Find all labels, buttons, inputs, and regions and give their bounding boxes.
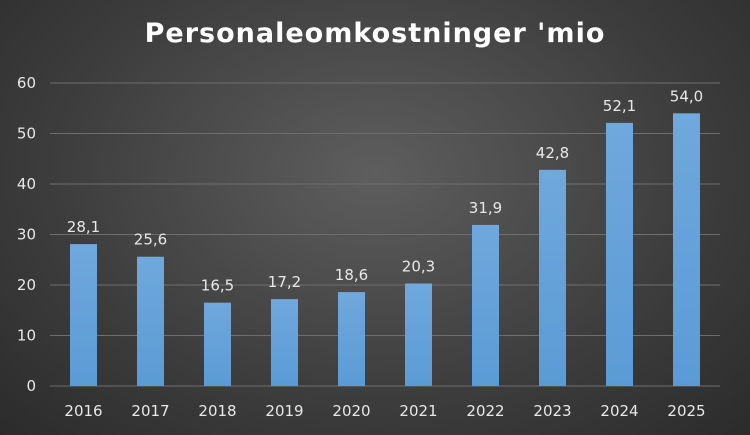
data-label: 17,2 — [268, 273, 301, 291]
bar-2020 — [338, 292, 365, 386]
x-tick-label: 2023 — [533, 402, 571, 420]
bar-2023 — [539, 169, 566, 386]
data-label: 28,1 — [67, 218, 100, 236]
bar-2019 — [271, 299, 298, 386]
data-labels: 28,1 25,6 16,5 17,2 18,6 20,3 31,9 42,8 52,1 54,0 — [67, 87, 703, 294]
x-tick-label: 2020 — [332, 402, 370, 420]
data-label: 52,1 — [603, 97, 636, 115]
x-axis-ticks: 2016 2017 2018 2019 2020 2021 2022 2023 2024 2025 — [64, 402, 705, 420]
x-tick-label: 2024 — [600, 402, 638, 420]
bar-2021 — [405, 283, 432, 386]
data-label: 20,3 — [402, 257, 435, 275]
y-tick-label: 50 — [17, 125, 36, 143]
bar-2016 — [70, 244, 97, 386]
y-axis-ticks: 0 10 20 30 40 50 60 — [17, 74, 36, 395]
x-tick-label: 2022 — [466, 402, 504, 420]
x-tick-label: 2018 — [198, 402, 236, 420]
y-tick-label: 10 — [17, 327, 36, 345]
bars — [70, 113, 700, 387]
y-tick-label: 0 — [26, 377, 36, 395]
data-label: 42,8 — [536, 144, 569, 162]
bar-2022 — [472, 224, 499, 386]
x-tick-label: 2016 — [64, 402, 102, 420]
x-tick-label: 2021 — [399, 402, 437, 420]
bar-2025 — [673, 113, 700, 387]
data-label: 18,6 — [335, 266, 368, 284]
data-label: 25,6 — [134, 231, 167, 249]
bar-2024 — [606, 122, 633, 387]
y-tick-label: 30 — [17, 226, 36, 244]
y-tick-label: 60 — [17, 74, 36, 92]
data-label: 16,5 — [201, 277, 234, 295]
y-tick-label: 20 — [17, 276, 36, 294]
chart-title: Personaleomkostninger 'mio — [144, 18, 606, 49]
data-label: 54,0 — [670, 87, 703, 105]
bar-2018 — [204, 302, 231, 386]
data-label: 31,9 — [469, 199, 502, 217]
x-tick-label: 2017 — [131, 402, 169, 420]
x-tick-label: 2019 — [265, 402, 303, 420]
y-tick-label: 40 — [17, 175, 36, 193]
bar-2017 — [137, 256, 164, 386]
x-tick-label: 2025 — [667, 402, 705, 420]
